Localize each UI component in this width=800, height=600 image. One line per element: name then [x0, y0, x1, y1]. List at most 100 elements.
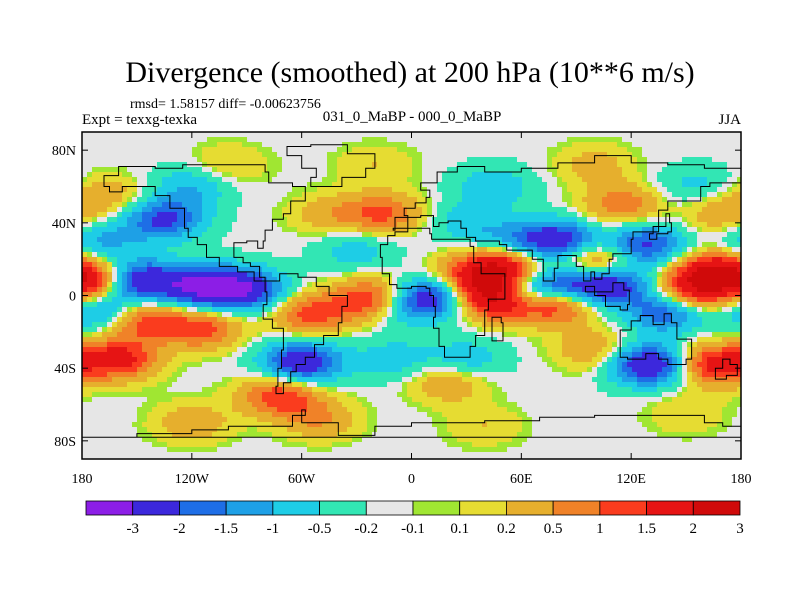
field-cell [327, 227, 333, 233]
field-cell [92, 187, 98, 193]
field-cell [172, 262, 178, 268]
field-cell [367, 267, 373, 273]
field-cell [92, 137, 98, 143]
field-cell [252, 292, 258, 298]
field-cell [207, 172, 213, 178]
field-cell [717, 182, 723, 188]
field-cell [502, 167, 508, 173]
field-cell [87, 197, 93, 203]
field-cell [217, 282, 223, 288]
field-cell [592, 307, 598, 313]
field-cell [262, 292, 268, 298]
field-cell [657, 257, 663, 263]
field-cell [327, 132, 333, 138]
field-cell [727, 197, 733, 203]
field-cell [142, 212, 148, 218]
field-cell [692, 287, 698, 293]
field-cell [512, 147, 518, 153]
field-cell [137, 222, 143, 228]
field-cell [492, 282, 498, 288]
field-cell [452, 292, 458, 298]
field-cell [397, 187, 403, 193]
field-cell [562, 207, 568, 213]
field-cell [632, 137, 638, 143]
field-cell [697, 172, 703, 178]
field-cell [257, 202, 263, 208]
field-cell [362, 242, 368, 248]
field-cell [392, 267, 398, 273]
field-cell [497, 157, 503, 163]
field-cell [417, 142, 423, 148]
field-cell [92, 217, 98, 223]
field-cell [157, 132, 163, 138]
field-cell [307, 162, 313, 168]
field-cell [297, 132, 303, 138]
field-cell [447, 267, 453, 273]
field-cell [522, 217, 528, 223]
field-cell [662, 217, 668, 223]
field-cell [252, 197, 258, 203]
field-cell [102, 287, 108, 293]
field-cell [292, 137, 298, 143]
field-cell [402, 157, 408, 163]
field-cell [567, 292, 573, 298]
field-cell [587, 312, 593, 318]
field-cell [332, 237, 338, 243]
field-cell [137, 142, 143, 148]
field-cell [597, 147, 603, 153]
field-cell [507, 267, 513, 273]
field-cell [417, 297, 423, 303]
field-cell [192, 202, 198, 208]
field-cell [122, 312, 128, 318]
field-cell [97, 307, 103, 313]
field-cell [227, 177, 233, 183]
field-cell [252, 272, 258, 278]
field-cell [587, 292, 593, 298]
field-cell [102, 272, 108, 278]
field-cell [562, 302, 568, 308]
field-cell [612, 177, 618, 183]
field-cell [442, 222, 448, 228]
field-cell [172, 162, 178, 168]
field-cell [432, 182, 438, 188]
field-cell [567, 167, 573, 173]
field-cell [327, 287, 333, 293]
field-cell [617, 282, 623, 288]
field-cell [547, 202, 553, 208]
field-cell [627, 222, 633, 228]
field-cell [562, 262, 568, 268]
field-cell [692, 157, 698, 163]
field-cell [92, 157, 98, 163]
field-cell [672, 167, 678, 173]
field-cell [537, 167, 543, 173]
field-cell [357, 277, 363, 283]
field-cell [617, 212, 623, 218]
field-cell [422, 312, 428, 318]
field-cell [457, 147, 463, 153]
field-cell [127, 312, 133, 318]
field-cell [222, 172, 228, 178]
field-cell [132, 172, 138, 178]
field-cell [407, 227, 413, 233]
field-cell [192, 297, 198, 303]
field-cell [237, 267, 243, 273]
field-cell [312, 257, 318, 263]
field-cell [707, 292, 713, 298]
field-cell [132, 227, 138, 233]
field-cell [432, 242, 438, 248]
field-cell [387, 192, 393, 198]
field-cell [277, 302, 283, 308]
field-cell [457, 197, 463, 203]
field-cell [277, 217, 283, 223]
field-cell [692, 137, 698, 143]
field-cell [487, 312, 493, 318]
field-cell [192, 137, 198, 143]
field-cell [232, 142, 238, 148]
field-cell [137, 202, 143, 208]
field-cell [107, 142, 113, 148]
field-cell [717, 202, 723, 208]
field-cell [502, 172, 508, 178]
field-cell [502, 307, 508, 313]
field-cell [332, 262, 338, 268]
field-cell [242, 167, 248, 173]
